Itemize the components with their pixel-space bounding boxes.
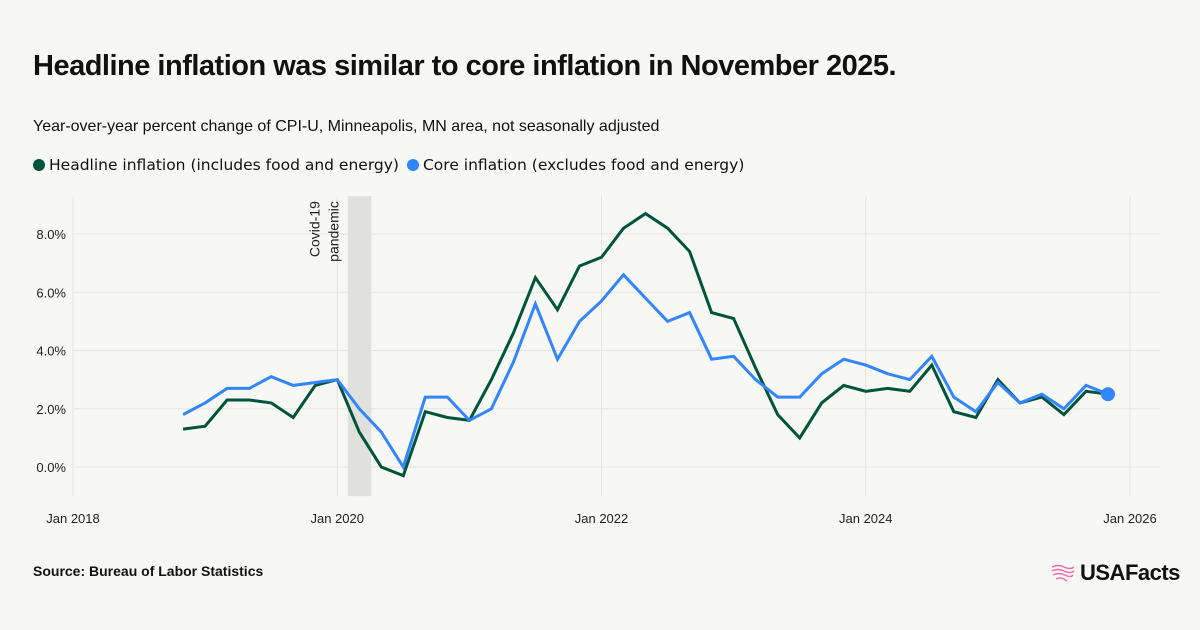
y-tick-label: 4.0% (36, 344, 66, 359)
y-tick-label: 6.0% (36, 285, 66, 300)
x-tick-label: Jan 2020 (311, 511, 365, 526)
x-tick-label: Jan 2022 (575, 511, 629, 526)
x-tick-label: Jan 2018 (46, 511, 100, 526)
x-tick-label: Jan 2026 (1103, 511, 1157, 526)
usafacts-logo: USAFacts (1050, 560, 1180, 586)
us-map-flag-icon (1051, 564, 1075, 582)
latest-value-marker (1100, 387, 1115, 402)
legend-swatch-core (406, 159, 419, 171)
legend-swatch-headline (33, 159, 45, 171)
legend: Headline inflation (includes food and en… (33, 156, 744, 174)
logo-text: USAFacts (1080, 560, 1180, 585)
core-inflation-line (182, 272, 1109, 471)
covid-band (347, 196, 372, 497)
x-tick-label: Jan 2024 (839, 511, 893, 526)
legend-label-headline: Headline inflation (includes food and en… (49, 156, 399, 174)
y-tick-label: 0.0% (36, 460, 66, 475)
covid-annotation-label: Covid-19 (306, 201, 322, 257)
legend-item-headline: Headline inflation (includes food and en… (33, 156, 399, 174)
y-tick-label: 8.0% (36, 227, 66, 242)
chart-subtitle: Year-over-year percent change of CPI-U, … (33, 118, 660, 135)
covid-annotation-label: pandemic (325, 201, 341, 262)
source-note: Source: Bureau of Labor Statistics (33, 563, 264, 579)
chart-title: Headline inflation was similar to core i… (33, 50, 897, 82)
legend-label-core: Core inflation (excludes food and energy… (422, 156, 745, 174)
legend-item-core: Core inflation (excludes food and energy… (406, 156, 745, 174)
y-tick-label: 2.0% (36, 402, 66, 417)
